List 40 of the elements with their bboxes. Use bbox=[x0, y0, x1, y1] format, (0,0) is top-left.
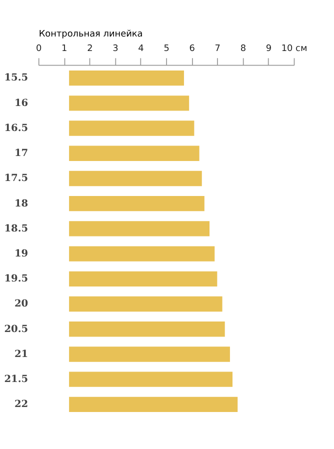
x-tick-label: 2 bbox=[87, 44, 93, 54]
x-tick-label: 7 bbox=[214, 44, 220, 54]
y-tick-label: 19.5 bbox=[4, 274, 28, 285]
bar bbox=[69, 271, 218, 287]
x-tick-label: 10 см bbox=[281, 44, 308, 54]
bar bbox=[69, 346, 230, 362]
bar bbox=[69, 170, 202, 186]
y-tick-label: 16.5 bbox=[4, 122, 28, 134]
x-tick-label: 0 bbox=[36, 44, 42, 54]
y-tick-label: 20.5 bbox=[4, 324, 28, 335]
x-tick-label: 1 bbox=[62, 44, 68, 54]
x-tick-label: 8 bbox=[240, 44, 246, 54]
y-tick-label: 20 bbox=[14, 298, 28, 310]
y-tick-label: 17 bbox=[14, 148, 28, 160]
x-axis-title: Контрольная линейка bbox=[38, 30, 143, 40]
x-tick-label: 4 bbox=[138, 44, 144, 54]
bar bbox=[69, 196, 204, 212]
y-tick-label: 16 bbox=[14, 98, 28, 109]
bar bbox=[69, 246, 215, 262]
bar bbox=[69, 296, 222, 312]
y-tick-label: 22 bbox=[14, 399, 28, 410]
y-tick-label: 18 bbox=[14, 198, 28, 210]
x-tick-label: 9 bbox=[266, 44, 272, 54]
x-tick-label: 3 bbox=[112, 44, 118, 54]
y-tick-label: 17.5 bbox=[4, 173, 28, 184]
bar bbox=[69, 221, 210, 236]
y-tick-label: 21.5 bbox=[4, 374, 28, 386]
bar bbox=[69, 322, 225, 337]
bar bbox=[69, 120, 194, 136]
bar bbox=[69, 396, 238, 412]
y-tick-label: 19 bbox=[14, 248, 28, 260]
bar bbox=[69, 70, 184, 86]
x-tick-label: 5 bbox=[164, 44, 170, 54]
bar bbox=[69, 96, 190, 111]
x-tick-label: 6 bbox=[189, 44, 196, 54]
y-tick-label: 18.5 bbox=[4, 223, 28, 234]
bar bbox=[69, 146, 200, 161]
y-tick-label: 15.5 bbox=[4, 72, 28, 84]
y-tick-label: 21 bbox=[14, 348, 28, 360]
bar bbox=[69, 372, 233, 387]
